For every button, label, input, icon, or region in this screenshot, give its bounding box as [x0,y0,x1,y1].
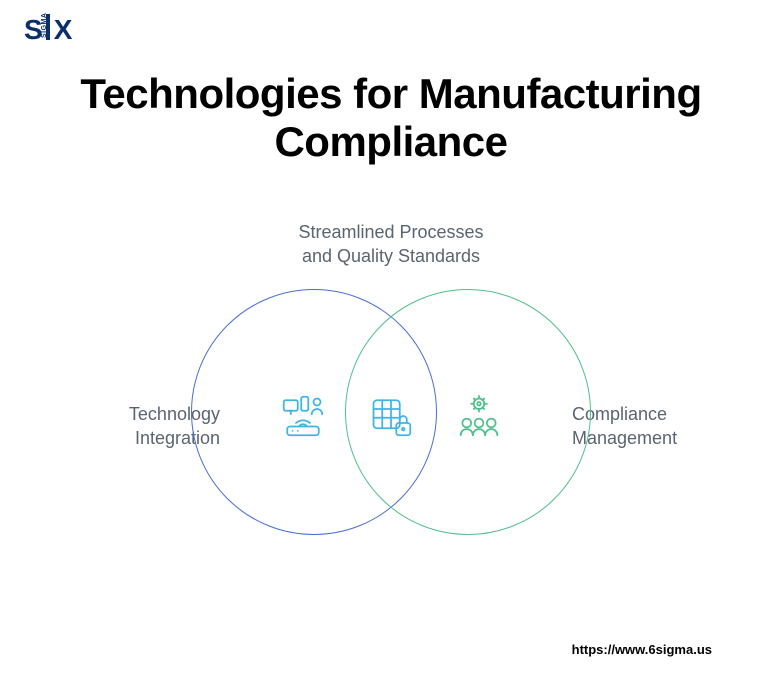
logo-letter-x: X [54,14,72,46]
devices-network-icon [275,388,331,444]
page-title: Technologies for Manufacturing Complianc… [0,70,782,167]
venn-diagram: Streamlined Processes and Quality Standa… [0,220,782,600]
logo-letter-s: S [24,14,42,46]
brand-logo: S SIGMA X [24,14,71,46]
logo-sigma-text: SIGMA [41,13,48,38]
source-url: https://www.6sigma.us [572,642,712,657]
database-lock-icon [363,388,419,444]
team-gear-icon [451,388,507,444]
venn-right-label: Compliance Management [572,402,702,451]
venn-top-label: Streamlined Processes and Quality Standa… [0,220,782,269]
